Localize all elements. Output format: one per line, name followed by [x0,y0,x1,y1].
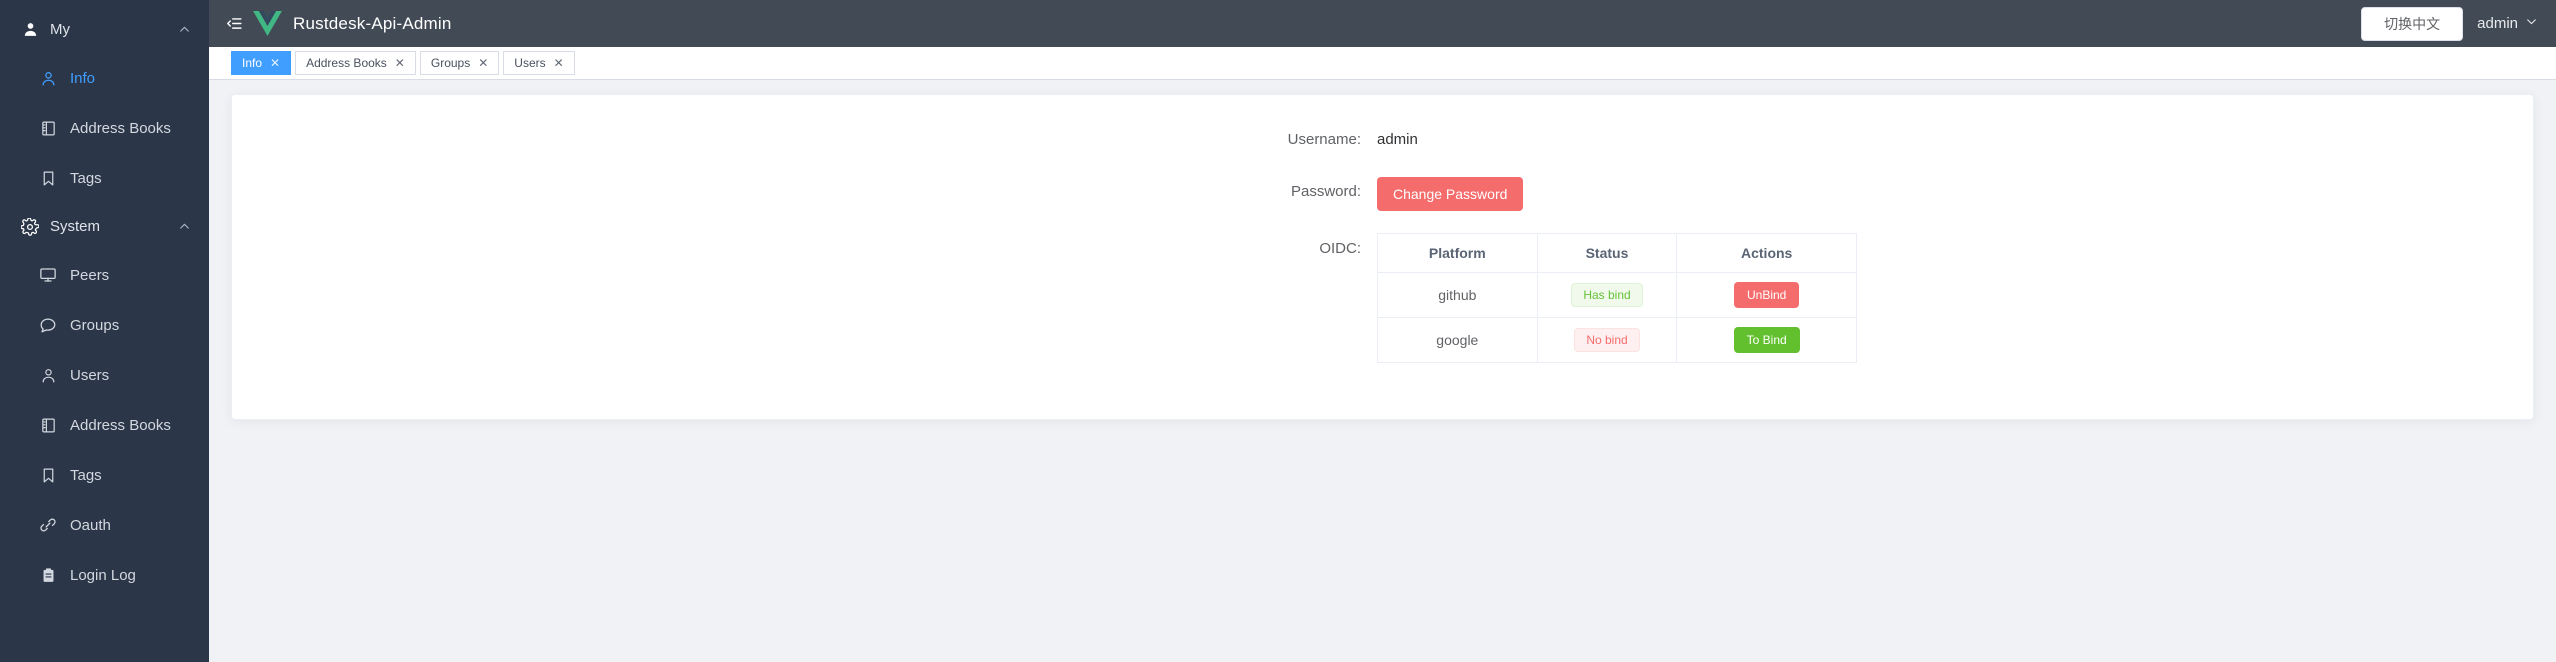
username-label: Username: [1287,131,1361,148]
oidc-table-head: Platform Status Actions [1377,233,1857,273]
to-bind-button[interactable]: To Bind [1733,327,1800,353]
username-value: admin [1377,131,1418,148]
cell-platform: github [1377,272,1538,318]
sidebar-group-system[interactable]: System [0,203,209,250]
tabs-bar: Info ✕ Address Books ✕ Groups ✕ Users ✕ [209,47,2556,80]
tab-address-books[interactable]: Address Books ✕ [295,51,416,75]
switch-language-button[interactable]: 切换中文 [2361,6,2464,41]
tab-label: Groups [430,56,471,70]
sidebar-item-login-log[interactable]: Login Log [0,550,209,600]
info-card: Username: admin Password: Change Passwor… [231,94,2534,420]
column-header-actions: Actions [1676,233,1857,273]
app-title: Rustdesk-Api-Admin [293,13,452,33]
password-label: Password: [1290,183,1361,200]
user-filled-icon [20,20,40,40]
chevron-up-icon[interactable] [177,220,191,234]
column-header-platform: Platform [1377,233,1538,273]
monitor-icon [37,264,59,286]
sidebar-item-groups[interactable]: Groups [0,300,209,350]
clipboard-icon [37,564,59,586]
bookmark-icon [37,167,59,189]
sidebar-item-oauth[interactable]: Oauth [0,500,209,550]
table-row: github Has bind UnBind [1377,272,1857,318]
cell-platform: google [1377,317,1538,363]
sidebar-item-label: Oauth [70,516,111,534]
sidebar-item-label: Address Books [70,416,171,434]
chevron-up-icon[interactable] [177,23,191,37]
notebook-icon [37,117,59,139]
chat-bubble-icon [37,314,59,336]
cell-actions: To Bind [1677,318,1857,363]
status-badge: Has bind [1571,282,1643,308]
sidebar-item-label: Tags [70,169,102,187]
sidebar-group-label: System [50,218,101,235]
sidebar-item-label: Tags [70,466,102,484]
user-dropdown[interactable]: admin [2477,15,2544,32]
username-row: Username: admin [232,125,2533,155]
sidebar-group-my[interactable]: My [0,6,209,53]
sidebar-item-tags-system[interactable]: Tags [0,450,209,500]
oidc-row: OIDC: Platform Status Actions github [232,233,2533,363]
navbar-right: 切换中文 admin [2361,6,2544,41]
tab-label: Address Books [306,56,387,70]
tab-groups[interactable]: Groups ✕ [419,51,500,75]
sidebar-group-label: My [50,21,70,38]
sidebar-item-info[interactable]: Info [0,53,209,103]
sidebar-item-address-books[interactable]: Address Books [0,103,209,153]
cell-actions: UnBind [1676,272,1857,318]
sidebar-item-address-books-system[interactable]: Address Books [0,400,209,450]
sidebar-item-label: Info [70,69,96,87]
sidebar-item-label: Address Books [70,119,171,137]
chevron-down-icon [2525,15,2538,32]
gear-icon [20,217,40,237]
table-header-row: Platform Status Actions [1377,233,1857,273]
column-header-status: Status [1537,233,1678,273]
sidebar-item-label: Peers [70,266,110,284]
sidebar-item-tags[interactable]: Tags [0,153,209,203]
sidebar-item-users[interactable]: Users [0,350,209,400]
tab-users[interactable]: Users ✕ [503,51,575,75]
cell-status: No bind [1537,317,1678,363]
sidebar-item-label: Login Log [70,566,136,584]
sidebar-item-peers[interactable]: Peers [0,250,209,300]
tab-info[interactable]: Info ✕ [231,51,292,75]
oidc-table: Platform Status Actions github Has bind [1377,233,1857,363]
link-icon [37,514,59,536]
close-icon[interactable]: ✕ [394,56,405,70]
vue-logo-icon [253,11,283,37]
user-outline-icon [37,67,59,89]
change-password-button[interactable]: Change Password [1377,177,1524,211]
sidebar-item-label: Users [70,366,110,384]
oidc-label: OIDC: [1319,240,1361,257]
close-icon[interactable]: ✕ [478,56,489,70]
navbar: Rustdesk-Api-Admin 切换中文 admin [209,0,2556,47]
sidebar: My Info [0,0,209,662]
sidebar-item-label: Groups [70,316,120,334]
close-icon[interactable]: ✕ [270,56,281,70]
tab-label: Info [242,56,263,70]
content-area: Username: admin Password: Change Passwor… [209,80,2556,662]
bookmark-icon [37,464,59,486]
cell-status: Has bind [1537,272,1678,318]
unbind-button[interactable]: UnBind [1733,282,1800,308]
hamburger-fold-icon[interactable] [223,13,245,35]
oidc-table-body: github Has bind UnBind google [1377,272,1857,363]
user-outline-icon [37,364,59,386]
status-badge: No bind [1574,327,1640,353]
notebook-icon [37,414,59,436]
password-row: Password: Change Password [232,177,2533,211]
user-dropdown-label: admin [2477,15,2518,32]
main-area: Rustdesk-Api-Admin 切换中文 admin Info ✕ [209,0,2556,662]
table-row: google No bind To Bind [1377,317,1857,363]
tab-label: Users [514,56,546,70]
close-icon[interactable]: ✕ [553,56,564,70]
